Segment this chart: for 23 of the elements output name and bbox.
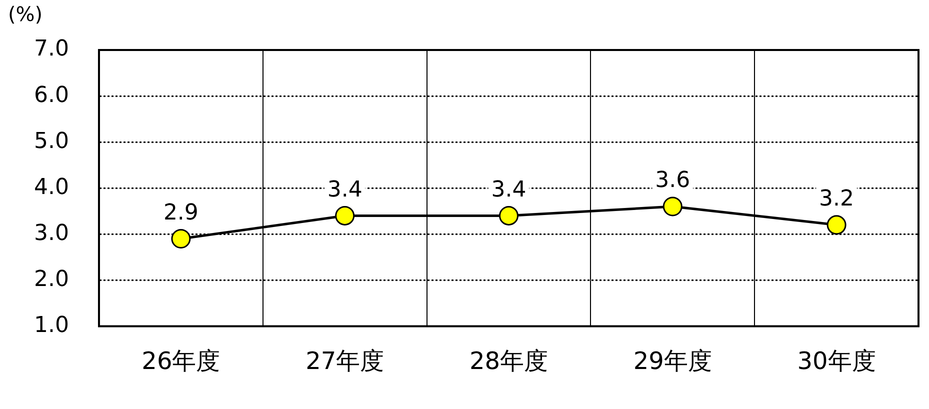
y-tick-label: 5.0: [34, 128, 69, 154]
y-tick-label: 1.0: [34, 312, 69, 338]
data-label: 3.4: [491, 177, 526, 202]
point: [335, 206, 355, 226]
x-tick-label: 26年度: [142, 346, 220, 375]
y-tick-label: 4.0: [34, 174, 69, 200]
x-tick-label: 29年度: [633, 346, 712, 375]
point: [498, 206, 518, 226]
x-tick-label: 27年度: [306, 346, 384, 375]
y-tick-label: 3.0: [34, 220, 69, 246]
data-label: 3.2: [819, 186, 854, 212]
data-label: 3.4: [327, 177, 362, 202]
data-label: 2.9: [163, 200, 198, 226]
y-axis-title: (%): [8, 2, 43, 26]
point: [826, 215, 846, 235]
x-tick-label: 28年度: [469, 346, 548, 375]
point: [662, 196, 682, 216]
data-label: 3.6: [655, 168, 690, 194]
x-tick-label: 30年度: [797, 346, 876, 375]
point: [171, 228, 191, 248]
y-tick-label: 6.0: [34, 82, 69, 108]
y-tick-label: 7.0: [34, 36, 69, 62]
y-tick-label: 2.0: [34, 266, 69, 292]
